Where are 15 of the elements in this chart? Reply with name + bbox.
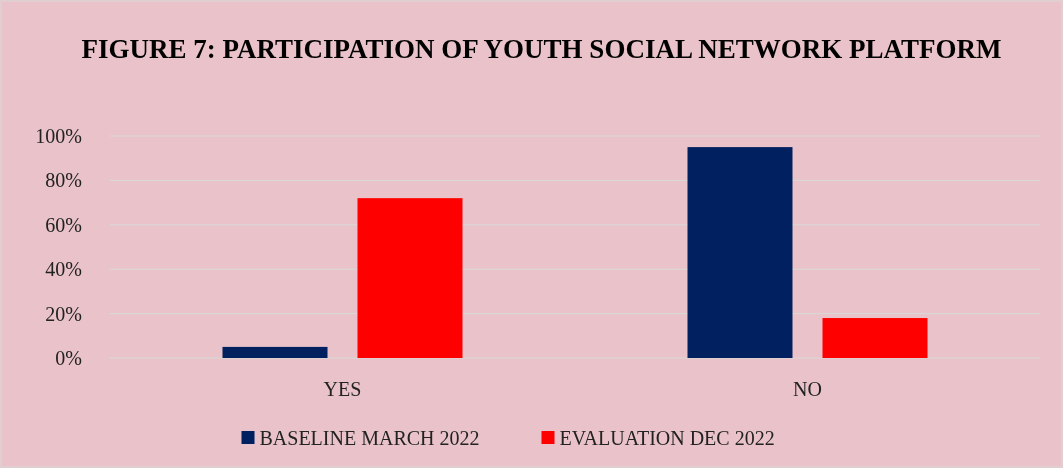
y-tick-label: 80% [45,169,82,192]
legend-label: BASELINE MARCH 2022 [259,427,480,449]
x-tick-label: NO [793,378,822,400]
y-tick-label: 100% [35,125,82,147]
legend-label: EVALUATION DEC 2022 [559,427,775,449]
bar [222,346,328,358]
y-tick-label: 0% [55,347,82,369]
y-tick-label: 40% [45,258,82,281]
y-tick-label: 20% [45,302,82,325]
bar [822,318,928,358]
bar [357,198,463,358]
chart-title: FIGURE 7: PARTICIPATION OF YOUTH SOCIAL NETWORK PLATFORM [81,34,1002,64]
x-tick-label: YES [323,378,362,400]
bar [687,147,793,358]
y-tick-label: 60% [45,213,82,236]
